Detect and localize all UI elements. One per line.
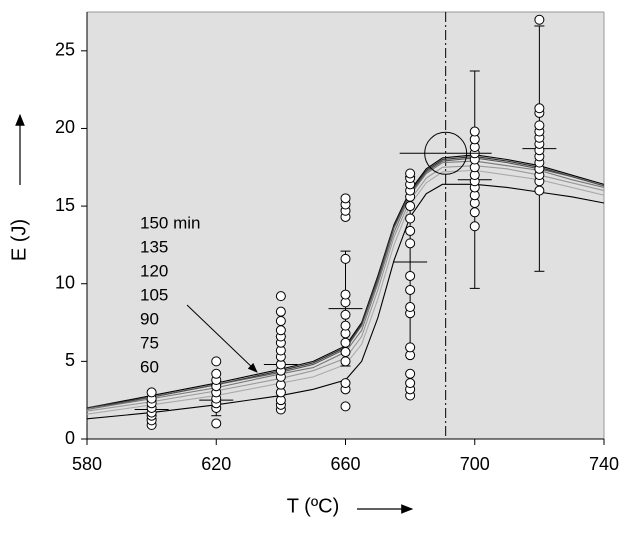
data-point [340, 193, 351, 204]
curve [86, 165, 605, 412]
data-point [405, 270, 416, 281]
legend-label: 90 [140, 309, 159, 328]
data-point [405, 168, 416, 179]
data-point [146, 387, 157, 398]
annotation-arrow [186, 304, 258, 373]
data-point [534, 120, 545, 131]
y-tick-label: 10 [55, 272, 75, 292]
x-tick-label: 620 [201, 454, 231, 474]
y-tick-label: 0 [65, 428, 75, 448]
data-point [534, 185, 545, 196]
curve [86, 155, 605, 409]
data-point [340, 320, 351, 331]
y-axis-label: E (J) [8, 219, 30, 261]
curve [86, 160, 605, 411]
data-point [340, 337, 351, 348]
legend-label: 60 [140, 357, 159, 376]
data-point [405, 201, 416, 212]
curve [86, 154, 605, 409]
data-point [405, 342, 416, 353]
x-axis-label: T (ºC) [287, 495, 339, 517]
data-point [211, 368, 222, 379]
y-tick-label: 15 [55, 195, 75, 215]
y-tick-label: 25 [55, 40, 75, 60]
data-point [275, 306, 286, 317]
data-point [405, 378, 416, 389]
x-tick-label: 660 [330, 454, 360, 474]
data-point [340, 289, 351, 300]
data-point [275, 291, 286, 302]
legend-label: 150 min [140, 213, 200, 232]
data-point [340, 356, 351, 367]
legend-label: 135 [140, 237, 168, 256]
data-point [469, 126, 480, 137]
data-point [534, 103, 545, 114]
data-point [340, 378, 351, 389]
y-tick-label: 5 [65, 350, 75, 370]
data-point [469, 207, 480, 218]
y-tick-label: 20 [55, 117, 75, 137]
max-marker [424, 131, 468, 175]
data-point [340, 309, 351, 320]
data-point [211, 356, 222, 367]
data-point [534, 14, 545, 25]
x-tick-label: 700 [460, 454, 490, 474]
data-point [405, 238, 416, 249]
data-point [275, 315, 286, 326]
data-point [340, 253, 351, 264]
data-point [340, 347, 351, 358]
data-point [405, 284, 416, 295]
data-point [405, 213, 416, 224]
data-point [275, 325, 286, 336]
data-point [405, 302, 416, 313]
data-point [340, 401, 351, 412]
data-point [405, 225, 416, 236]
plot-area [87, 12, 604, 439]
legend-label: 120 [140, 261, 168, 280]
x-tick-label: 740 [589, 454, 619, 474]
curve [86, 183, 605, 420]
curve [86, 169, 605, 415]
legend-label: 75 [140, 333, 159, 352]
legend-label: 105 [140, 285, 168, 304]
data-point [211, 418, 222, 429]
data-point [469, 221, 480, 232]
x-tick-label: 580 [72, 454, 102, 474]
curve [86, 157, 605, 411]
data-point [405, 368, 416, 379]
